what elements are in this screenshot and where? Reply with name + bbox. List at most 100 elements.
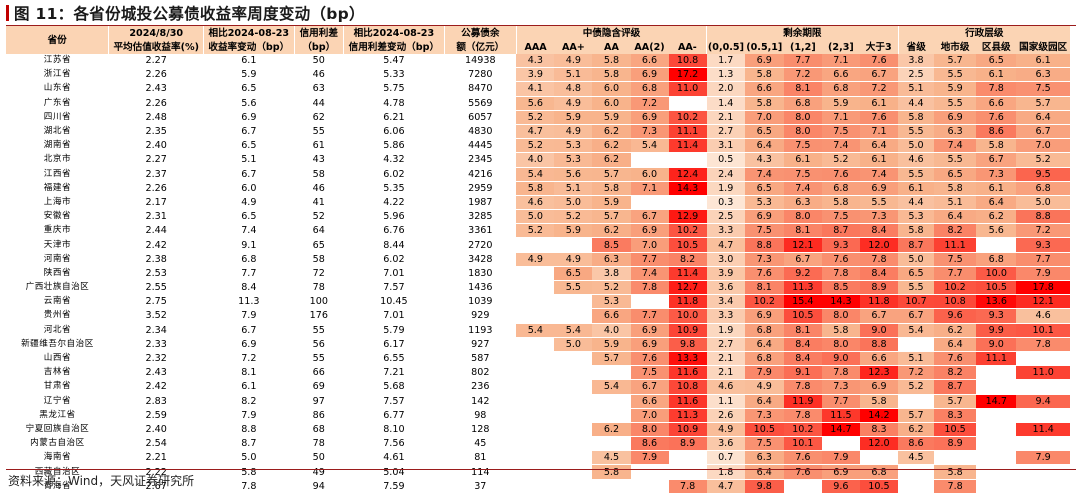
term-cell: 6.9 xyxy=(744,209,784,224)
admin-cell: 9.5 xyxy=(1016,167,1070,182)
table-row: 浙江省 2.26 5.9 46 5.33 7280 3.9 5.1 5.8 6.9 17.2 1.3 5… xyxy=(6,67,1070,82)
admin-cell xyxy=(898,465,934,479)
term-cell: 3.4 xyxy=(706,294,745,309)
rating-cell: 4.6 xyxy=(516,195,555,210)
term-cell: 14.7 xyxy=(821,422,860,437)
admin-cell: 9.3 xyxy=(976,308,1017,324)
avg-yield-cell: 2.38 xyxy=(145,253,167,265)
rating-cell: 10.9 xyxy=(668,422,707,437)
admin-cell: 5.1 xyxy=(934,195,977,210)
term-cell: 8.3 xyxy=(859,422,899,437)
yield-change-cell: 6.9 xyxy=(241,338,257,350)
term-cell: 6.6 xyxy=(821,67,860,82)
admin-cell: 8.7 xyxy=(898,237,935,253)
credit-spread-cell: 52 xyxy=(312,211,325,223)
rating-cell: 4.9 xyxy=(554,252,593,267)
admin-cell xyxy=(976,437,1016,451)
admin-cell: 5.8 xyxy=(934,181,977,196)
term-cell: 2.6 xyxy=(706,408,745,423)
admin-cell: 5.8 xyxy=(898,223,935,238)
admin-cell: 5.0 xyxy=(898,138,935,153)
yield-change-cell: 6.1 xyxy=(241,381,257,393)
province-cell: 天津市 xyxy=(43,239,72,250)
term-cell: 5.8 xyxy=(821,323,860,338)
balance-cell: 3285 xyxy=(468,211,493,223)
admin-cell: 8.6 xyxy=(976,124,1017,139)
term-cell: 7.1 xyxy=(821,110,860,125)
rating-cell: 6.9 xyxy=(630,223,669,238)
province-cell: 广东省 xyxy=(43,97,72,108)
term-cell: 1.9 xyxy=(706,181,745,196)
term-cell: 6.9 xyxy=(744,308,784,324)
term-cell: 1.3 xyxy=(706,67,745,82)
credit-spread-cell: 94 xyxy=(312,480,325,492)
rating-cell: 7.2 xyxy=(630,96,669,111)
rating-cell: 7.7 xyxy=(630,252,669,267)
rating-cell xyxy=(669,96,707,110)
term-cell: 14.3 xyxy=(821,294,860,309)
term-cell: 3.0 xyxy=(706,252,745,267)
balance-cell: 81 xyxy=(474,452,487,464)
rating-cell xyxy=(592,408,630,422)
header-rating-col: AA xyxy=(592,40,631,54)
term-cell: 5.8 xyxy=(821,195,860,210)
term-cell: 4.3 xyxy=(744,152,784,167)
province-cell: 陕西省 xyxy=(43,267,72,278)
admin-cell: 5.7 xyxy=(934,394,977,409)
credit-spread-cell: 62 xyxy=(312,111,325,123)
rating-cell xyxy=(516,281,554,295)
province-cell: 重庆市 xyxy=(43,225,72,236)
rating-cell xyxy=(669,451,707,465)
rating-cell: 8.9 xyxy=(668,436,707,451)
term-cell: 4.9 xyxy=(706,422,745,437)
admin-cell xyxy=(976,479,1016,493)
term-cell: 6.8 xyxy=(821,181,860,196)
admin-cell xyxy=(1016,437,1070,451)
rating-cell: 8.0 xyxy=(630,422,669,437)
rating-cell: 5.6 xyxy=(554,167,593,182)
term-cell: 12.0 xyxy=(859,237,899,253)
admin-cell xyxy=(1016,380,1070,394)
header-term-col: (0,0.5] xyxy=(706,40,745,54)
header-term-col: 大于3 xyxy=(859,40,899,54)
term-cell: 8.1 xyxy=(783,223,822,238)
term-cell: 1.4 xyxy=(706,96,745,111)
header-admin-col: 区县级 xyxy=(976,40,1017,54)
header-group-term: 剩余期限 xyxy=(706,26,899,40)
rating-cell xyxy=(592,394,630,408)
term-cell: 7.6 xyxy=(821,167,860,182)
avg-yield-cell: 2.35 xyxy=(145,126,167,138)
rating-cell: 5.1 xyxy=(554,67,593,82)
table-row: 西藏自治区 2.22 5.8 49 5.04 114 5.8 1.8 6.4 7.6 6.9 6.8 5… xyxy=(6,464,1070,480)
term-cell: 4.9 xyxy=(744,379,784,394)
table-row: 青海省 2.67 7.8 94 7.59 37 7.8 4.7 9.8 9.6 10.5 7.8 xyxy=(6,479,1070,494)
spread-change-cell: 5.79 xyxy=(383,324,405,336)
admin-cell: 5.9 xyxy=(934,81,977,97)
term-cell: 4.7 xyxy=(706,479,745,494)
table-row: 山西省 2.32 7.2 55 6.55 587 5.7 7.6 13.3 2.1 6.8 8.4 9.… xyxy=(6,351,1070,366)
balance-cell: 114 xyxy=(471,466,490,478)
avg-yield-cell: 2.55 xyxy=(145,282,167,294)
yield-change-cell: 6.9 xyxy=(241,111,257,123)
admin-cell: 3.8 xyxy=(898,54,935,68)
avg-yield-cell: 2.43 xyxy=(145,367,167,379)
spread-change-cell: 6.02 xyxy=(383,168,405,180)
credit-spread-cell: 86 xyxy=(312,409,325,421)
source-note: 资料来源：Wind，天风证券研究所 xyxy=(8,474,195,488)
spread-change-cell: 6.21 xyxy=(383,111,405,123)
balance-cell: 1830 xyxy=(468,267,493,279)
spread-change-cell: 10.45 xyxy=(380,296,408,308)
spread-change-cell: 6.06 xyxy=(383,126,405,138)
balance-cell: 3361 xyxy=(468,225,493,237)
rating-cell: 10.9 xyxy=(668,323,707,338)
table-row: 湖北省 2.35 6.7 55 6.06 4830 4.7 4.9 6.2 7.3 11.1 2.7 6… xyxy=(6,124,1070,139)
term-cell: 6.7 xyxy=(783,252,822,267)
term-cell: 10.2 xyxy=(744,294,784,309)
term-cell: 2.7 xyxy=(706,337,745,352)
term-cell: 6.6 xyxy=(859,351,899,366)
rating-cell xyxy=(631,295,669,309)
rating-cell: 12.7 xyxy=(668,280,707,295)
term-cell: 5.8 xyxy=(744,67,784,82)
header-term-col: (2,3] xyxy=(821,40,860,54)
term-cell: 5.2 xyxy=(821,152,860,167)
